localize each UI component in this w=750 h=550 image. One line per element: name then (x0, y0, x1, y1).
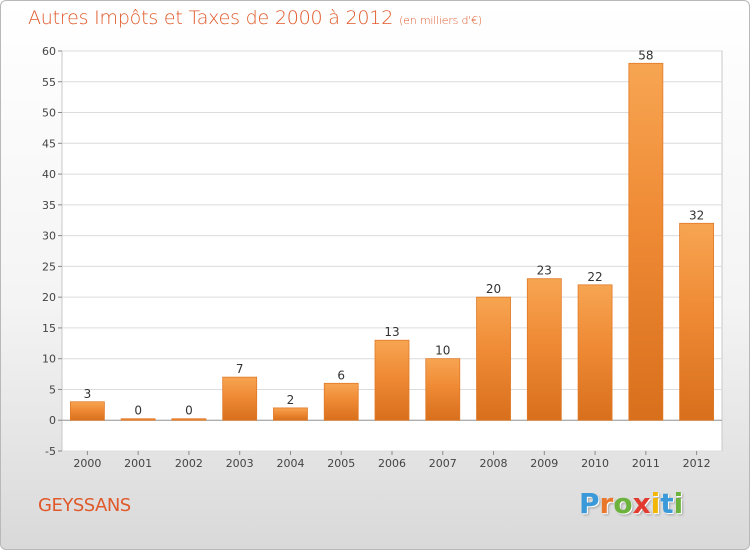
y-tick-label: 0 (49, 414, 56, 427)
y-tick-label: 50 (42, 107, 56, 120)
y-tick-label: 60 (42, 45, 56, 58)
logo-letter: t (660, 487, 674, 520)
bar (69, 401, 105, 421)
y-tick-label: 40 (42, 168, 56, 181)
bar-value-label: 3 (84, 387, 92, 401)
commune-name: GEYSSANS (38, 495, 131, 516)
logo-letter: o (613, 487, 633, 520)
x-tick-label: 2001 (124, 457, 152, 470)
x-tick-label: 2002 (175, 457, 203, 470)
chart-title-text: Autres Impôts et Taxes de 2000 à 2012 (28, 7, 394, 29)
bar (323, 382, 359, 421)
y-tick-label: 5 (49, 383, 56, 396)
x-tick-label: 2011 (632, 457, 660, 470)
bar (628, 62, 664, 421)
x-tick-label: 2007 (429, 457, 457, 470)
plot-area: -505101520253035404550556032000020010200… (42, 45, 723, 470)
bar (577, 284, 613, 421)
logo-letter: x (632, 487, 651, 520)
bar-value-label: 23 (537, 264, 552, 278)
bar-value-label: 0 (134, 404, 142, 418)
y-tick-label: -5 (45, 445, 56, 458)
y-tick-label: 25 (42, 260, 56, 273)
x-tick-label: 2000 (73, 457, 101, 470)
bar-value-label: 20 (486, 282, 501, 296)
bar-value-label: 32 (689, 208, 704, 222)
logo-letter: i (650, 487, 661, 520)
x-tick-label: 2006 (378, 457, 406, 470)
x-tick-label: 2010 (581, 457, 609, 470)
bar (476, 296, 511, 421)
chart-unit: (en milliers d'€) (399, 14, 482, 27)
logo-letter: r (599, 487, 614, 520)
bar (526, 278, 562, 421)
bar (171, 418, 207, 421)
y-tick-label: 20 (42, 291, 56, 304)
y-tick-label: 10 (42, 353, 56, 366)
y-tick-label: 15 (42, 322, 56, 335)
bar (222, 376, 258, 421)
bar-value-label: 22 (587, 270, 602, 284)
x-tick-label: 2009 (530, 457, 558, 470)
bar-value-label: 2 (287, 393, 295, 407)
bar (273, 407, 308, 421)
bar-value-label: 10 (435, 344, 450, 358)
y-tick-label: 45 (42, 137, 56, 150)
bar (374, 339, 410, 421)
proxiti-logo: Proxiti (579, 487, 683, 520)
bar-value-label: 0 (185, 404, 193, 418)
logo-letter: i (673, 487, 684, 520)
bar (679, 222, 715, 421)
bar-value-label: 7 (236, 362, 244, 376)
bar-value-label: 6 (337, 368, 345, 382)
x-tick-label: 2012 (683, 457, 711, 470)
chart-title: Autres Impôts et Taxes de 2000 à 2012 (en… (28, 7, 482, 29)
y-tick-label: 35 (42, 199, 56, 212)
x-tick-label: 2003 (226, 457, 254, 470)
bar-value-label: 13 (384, 325, 399, 339)
x-tick-label: 2004 (276, 457, 304, 470)
bar (425, 358, 461, 421)
bar (120, 418, 156, 421)
y-tick-label: 30 (42, 230, 56, 243)
bar-value-label: 58 (638, 48, 653, 62)
x-tick-label: 2005 (327, 457, 355, 470)
x-tick-label: 2008 (480, 457, 508, 470)
logo-letter: P (579, 487, 600, 520)
y-tick-label: 55 (42, 76, 56, 89)
